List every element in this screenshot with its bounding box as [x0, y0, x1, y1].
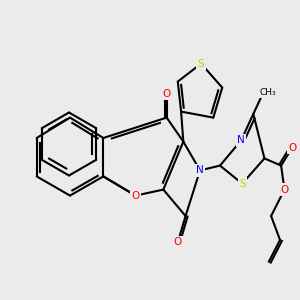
Text: S: S: [198, 58, 204, 69]
Text: N: N: [196, 165, 204, 176]
Text: O: O: [280, 184, 289, 195]
Text: O: O: [163, 88, 171, 99]
Text: S: S: [239, 178, 245, 189]
Text: N: N: [237, 135, 245, 146]
Text: O: O: [288, 142, 296, 153]
Text: O: O: [174, 237, 182, 248]
Text: CH₃: CH₃: [260, 88, 276, 97]
Text: O: O: [131, 190, 140, 201]
